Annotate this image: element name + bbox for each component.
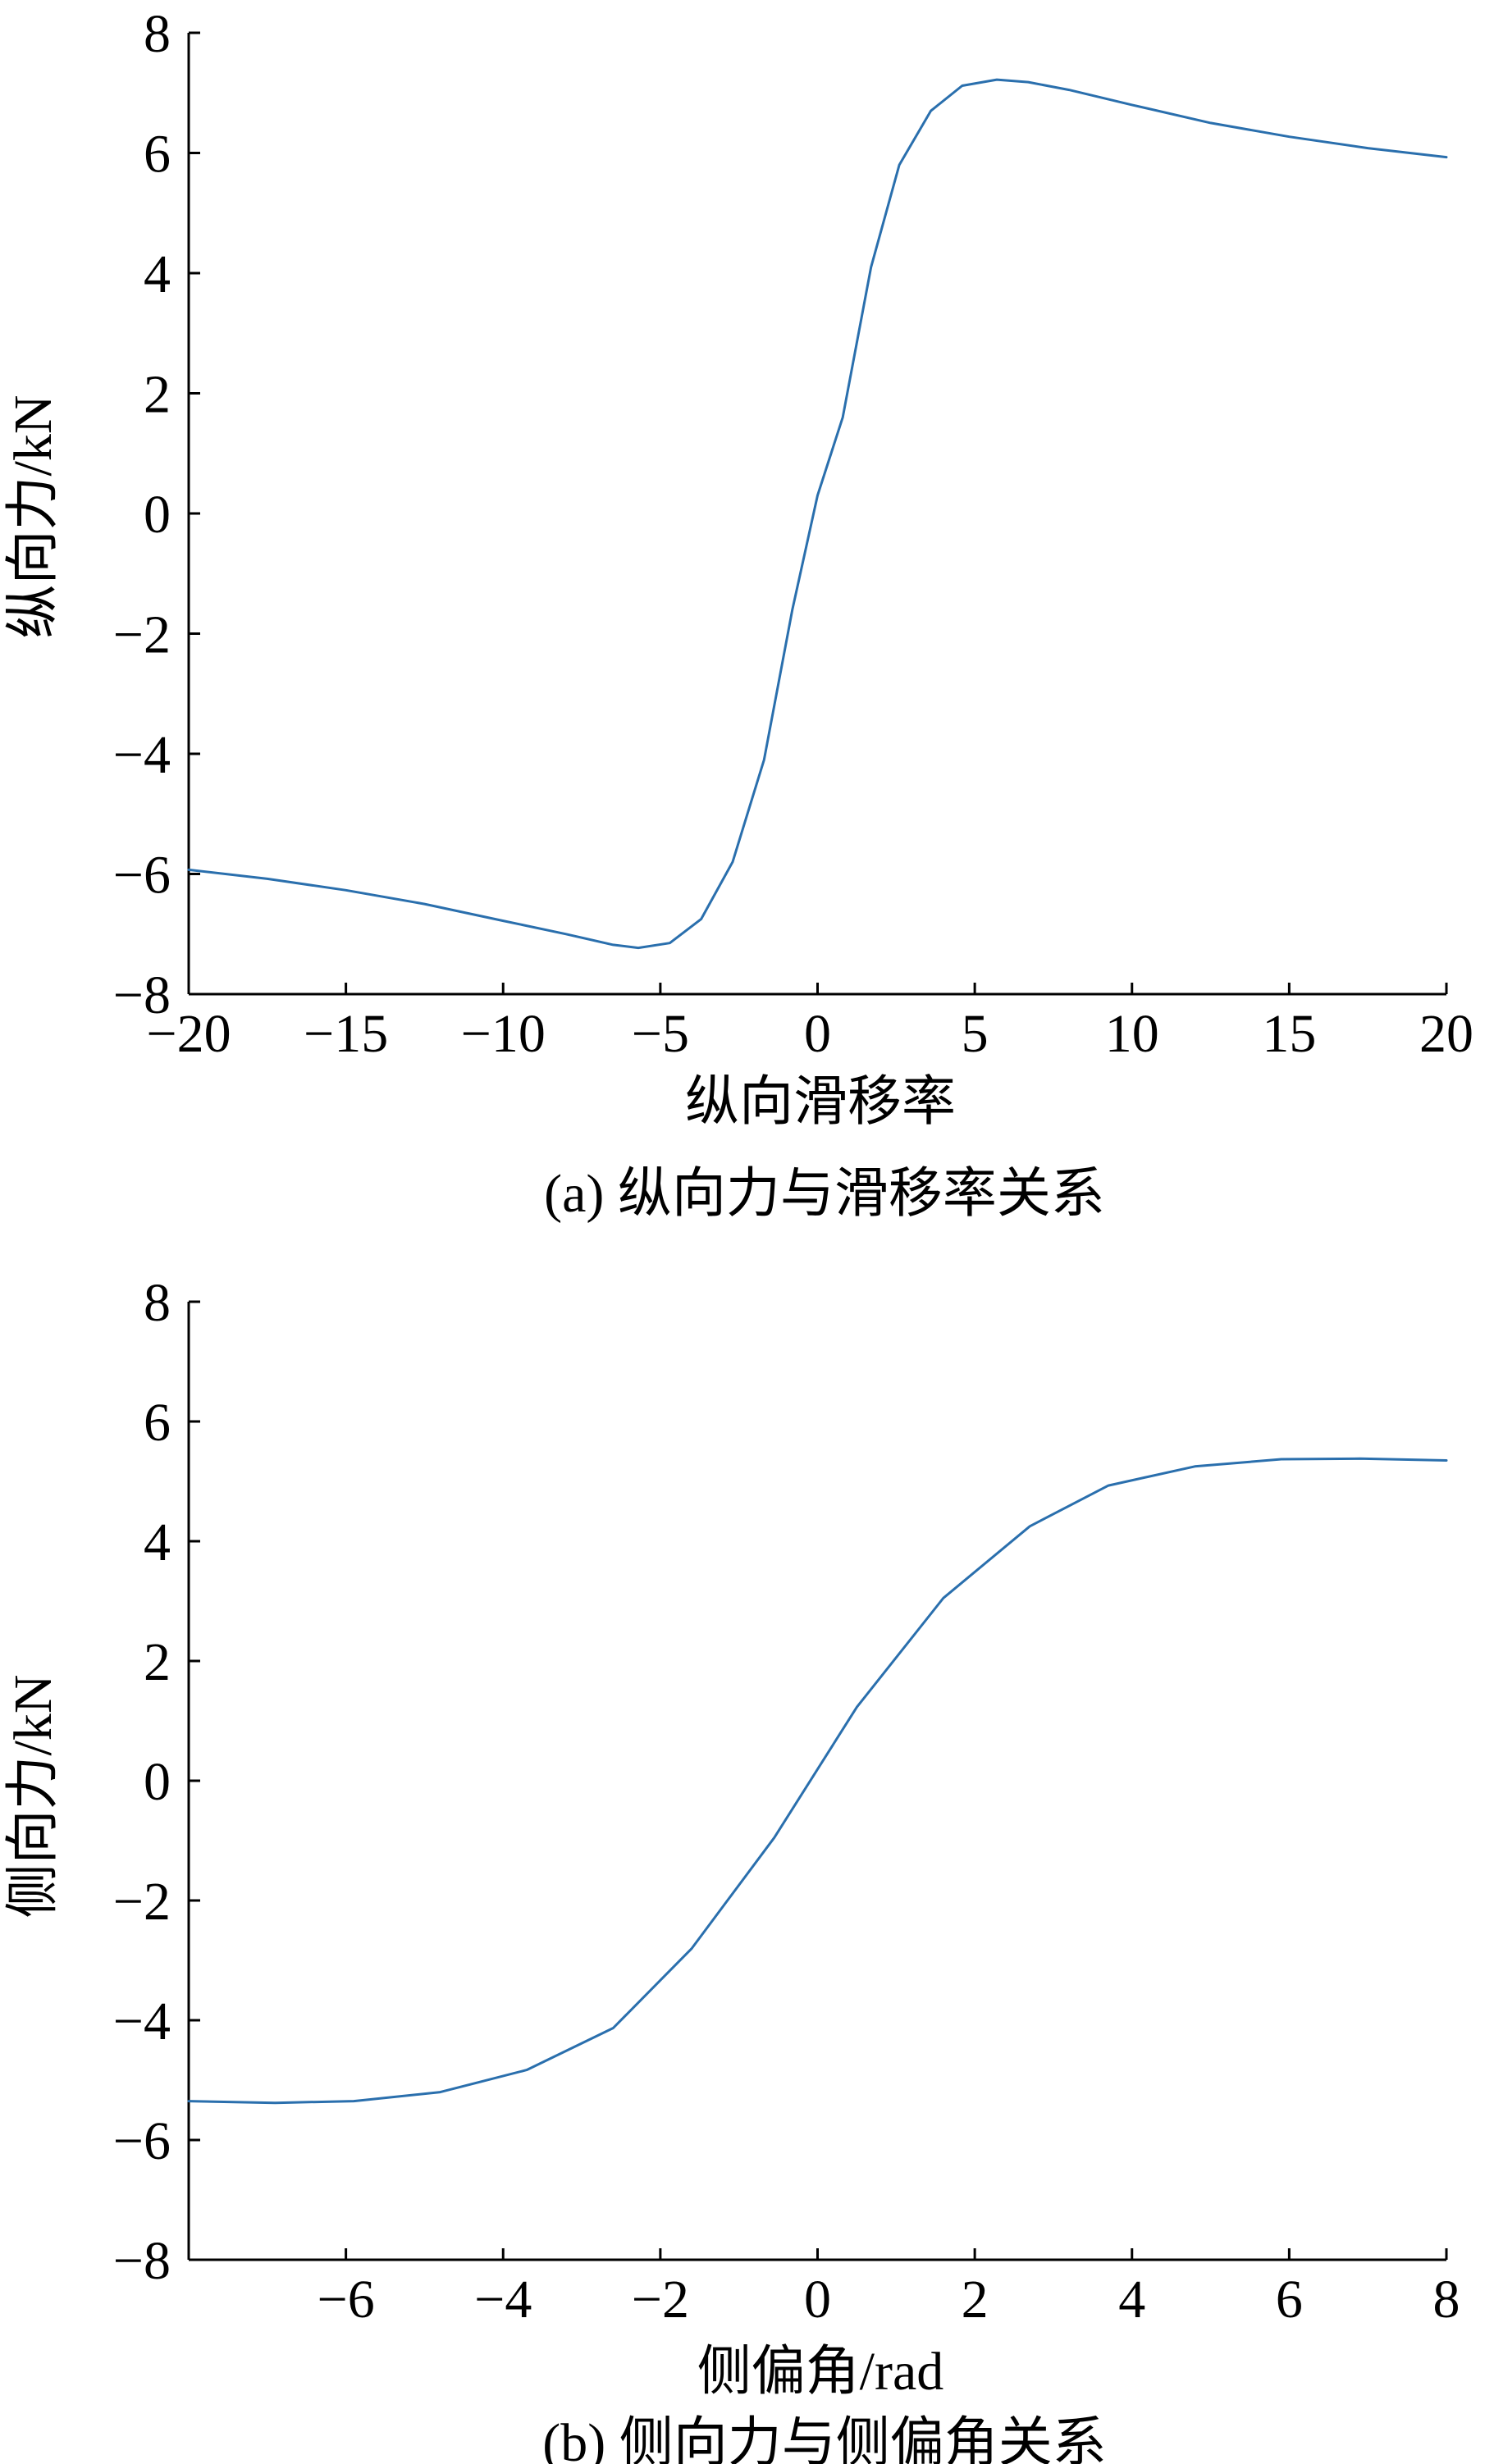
x-tick-label-a: 5 xyxy=(962,1004,989,1064)
y-tick-label-a: 0 xyxy=(144,485,171,545)
y-tick-label-b: −6 xyxy=(113,2111,171,2171)
x-tick-label-b: 4 xyxy=(1118,2270,1145,2329)
x-axis-title-a: 纵向滑移率 xyxy=(685,1072,956,1132)
marks-b xyxy=(187,1457,1448,2105)
x-tick-label-b: −2 xyxy=(632,2270,689,2329)
y-tick-label-a: 8 xyxy=(144,4,171,64)
x-tick-label-a: −20 xyxy=(146,1004,231,1064)
caption-a: (a) 纵向力与滑移率关系 xyxy=(544,1164,1105,1224)
x-tick-label-a: 15 xyxy=(1262,1004,1316,1064)
x-tick-label-a: −10 xyxy=(461,1004,546,1064)
x-tick-label-b: 8 xyxy=(1433,2270,1460,2329)
x-tick-label-b: 0 xyxy=(804,2270,831,2329)
x-tick-label-b: −6 xyxy=(318,2270,375,2329)
x-tick-label-a: 20 xyxy=(1419,1004,1473,1064)
y-tick-label-b: 6 xyxy=(144,1393,171,1453)
y-tick-label-b: −4 xyxy=(113,1992,171,2051)
axes-b: −8 −6 −4 −2 0 2 4 6 8 −6 −4 −2 0 2 4 6 8 xyxy=(113,1273,1460,2329)
x-tick-label-b: 6 xyxy=(1276,2270,1303,2329)
x-tick-label-a: 10 xyxy=(1105,1004,1159,1064)
y-tick-label-a: −2 xyxy=(113,605,171,665)
caption-b: (b) 侧向力与侧偏角关系 xyxy=(542,2413,1106,2464)
y-tick-label-b: 8 xyxy=(144,1273,171,1333)
y-tick-label-b: −2 xyxy=(113,1872,171,1932)
series-line-a xyxy=(187,78,1448,950)
y-tick-label-b: 4 xyxy=(144,1513,171,1572)
y-tick-label-b: −8 xyxy=(113,2231,171,2291)
y-axis-title-a: 纵向力/kN xyxy=(3,395,63,639)
y-tick-label-a: −6 xyxy=(113,846,171,906)
y-tick-label-a: 2 xyxy=(144,365,171,425)
x-tick-label-a: −5 xyxy=(632,1004,689,1064)
x-tick-label-b: −4 xyxy=(474,2270,532,2329)
y-tick-label-a: 6 xyxy=(144,125,171,185)
marks-a xyxy=(187,78,1448,950)
series-line-b xyxy=(187,1457,1448,2105)
y-tick-label-b: 2 xyxy=(144,1632,171,1692)
y-tick-label-b: 0 xyxy=(144,1752,171,1812)
y-tick-label-a: 4 xyxy=(144,244,171,304)
x-tick-label-b: 2 xyxy=(962,2270,989,2329)
x-tick-label-a: −15 xyxy=(304,1004,388,1064)
y-tick-label-a: −4 xyxy=(113,725,171,785)
x-tick-label-a: 0 xyxy=(804,1004,831,1064)
y-axis-title-b: 侧向力/kN xyxy=(3,1675,63,1919)
x-axis-title-b: 侧偏角/rad xyxy=(697,2342,944,2402)
y-tick-label-a: −8 xyxy=(113,965,171,1025)
